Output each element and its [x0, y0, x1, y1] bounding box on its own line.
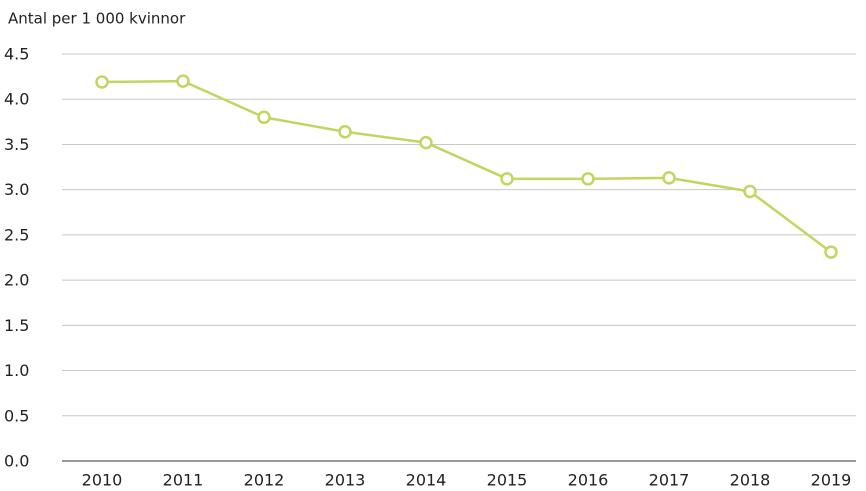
- x-tick-label: 2019: [811, 471, 852, 490]
- data-point: [500, 172, 514, 186]
- y-axis-label: Antal per 1 000 kvinnor: [8, 10, 186, 28]
- y-tick-label: 4.0: [4, 90, 29, 109]
- y-tick-label: 0.5: [4, 406, 29, 425]
- x-tick-label: 2010: [82, 471, 123, 490]
- x-tick-label: 2014: [406, 471, 447, 490]
- y-tick-label: 1.0: [4, 361, 29, 380]
- x-tick-label: 2013: [325, 471, 366, 490]
- x-tick-label: 2017: [649, 471, 690, 490]
- x-tick-label: 2016: [568, 471, 609, 490]
- data-point: [338, 125, 352, 139]
- y-tick-label: 2.0: [4, 271, 29, 290]
- y-tick-label: 3.0: [4, 180, 29, 199]
- x-tick-label: 2012: [244, 471, 285, 490]
- x-tick-label: 2015: [487, 471, 528, 490]
- data-point: [419, 135, 433, 150]
- data-point: [662, 171, 676, 185]
- data-point: [743, 184, 757, 199]
- y-tick-label: 2.5: [4, 225, 29, 244]
- y-tick-label: 4.5: [4, 45, 29, 64]
- y-tick-label: 3.5: [4, 135, 29, 154]
- series-line: [101, 79, 832, 254]
- x-tick-label: 2011: [163, 471, 204, 490]
- data-point: [581, 172, 595, 186]
- data-point: [95, 75, 109, 89]
- data-point: [824, 245, 838, 259]
- data-point: [257, 110, 271, 125]
- y-tick-label: 1.5: [4, 316, 29, 335]
- x-tick-label: 2018: [730, 471, 771, 490]
- y-tick-label: 0.0: [4, 452, 29, 471]
- data-point: [176, 74, 190, 88]
